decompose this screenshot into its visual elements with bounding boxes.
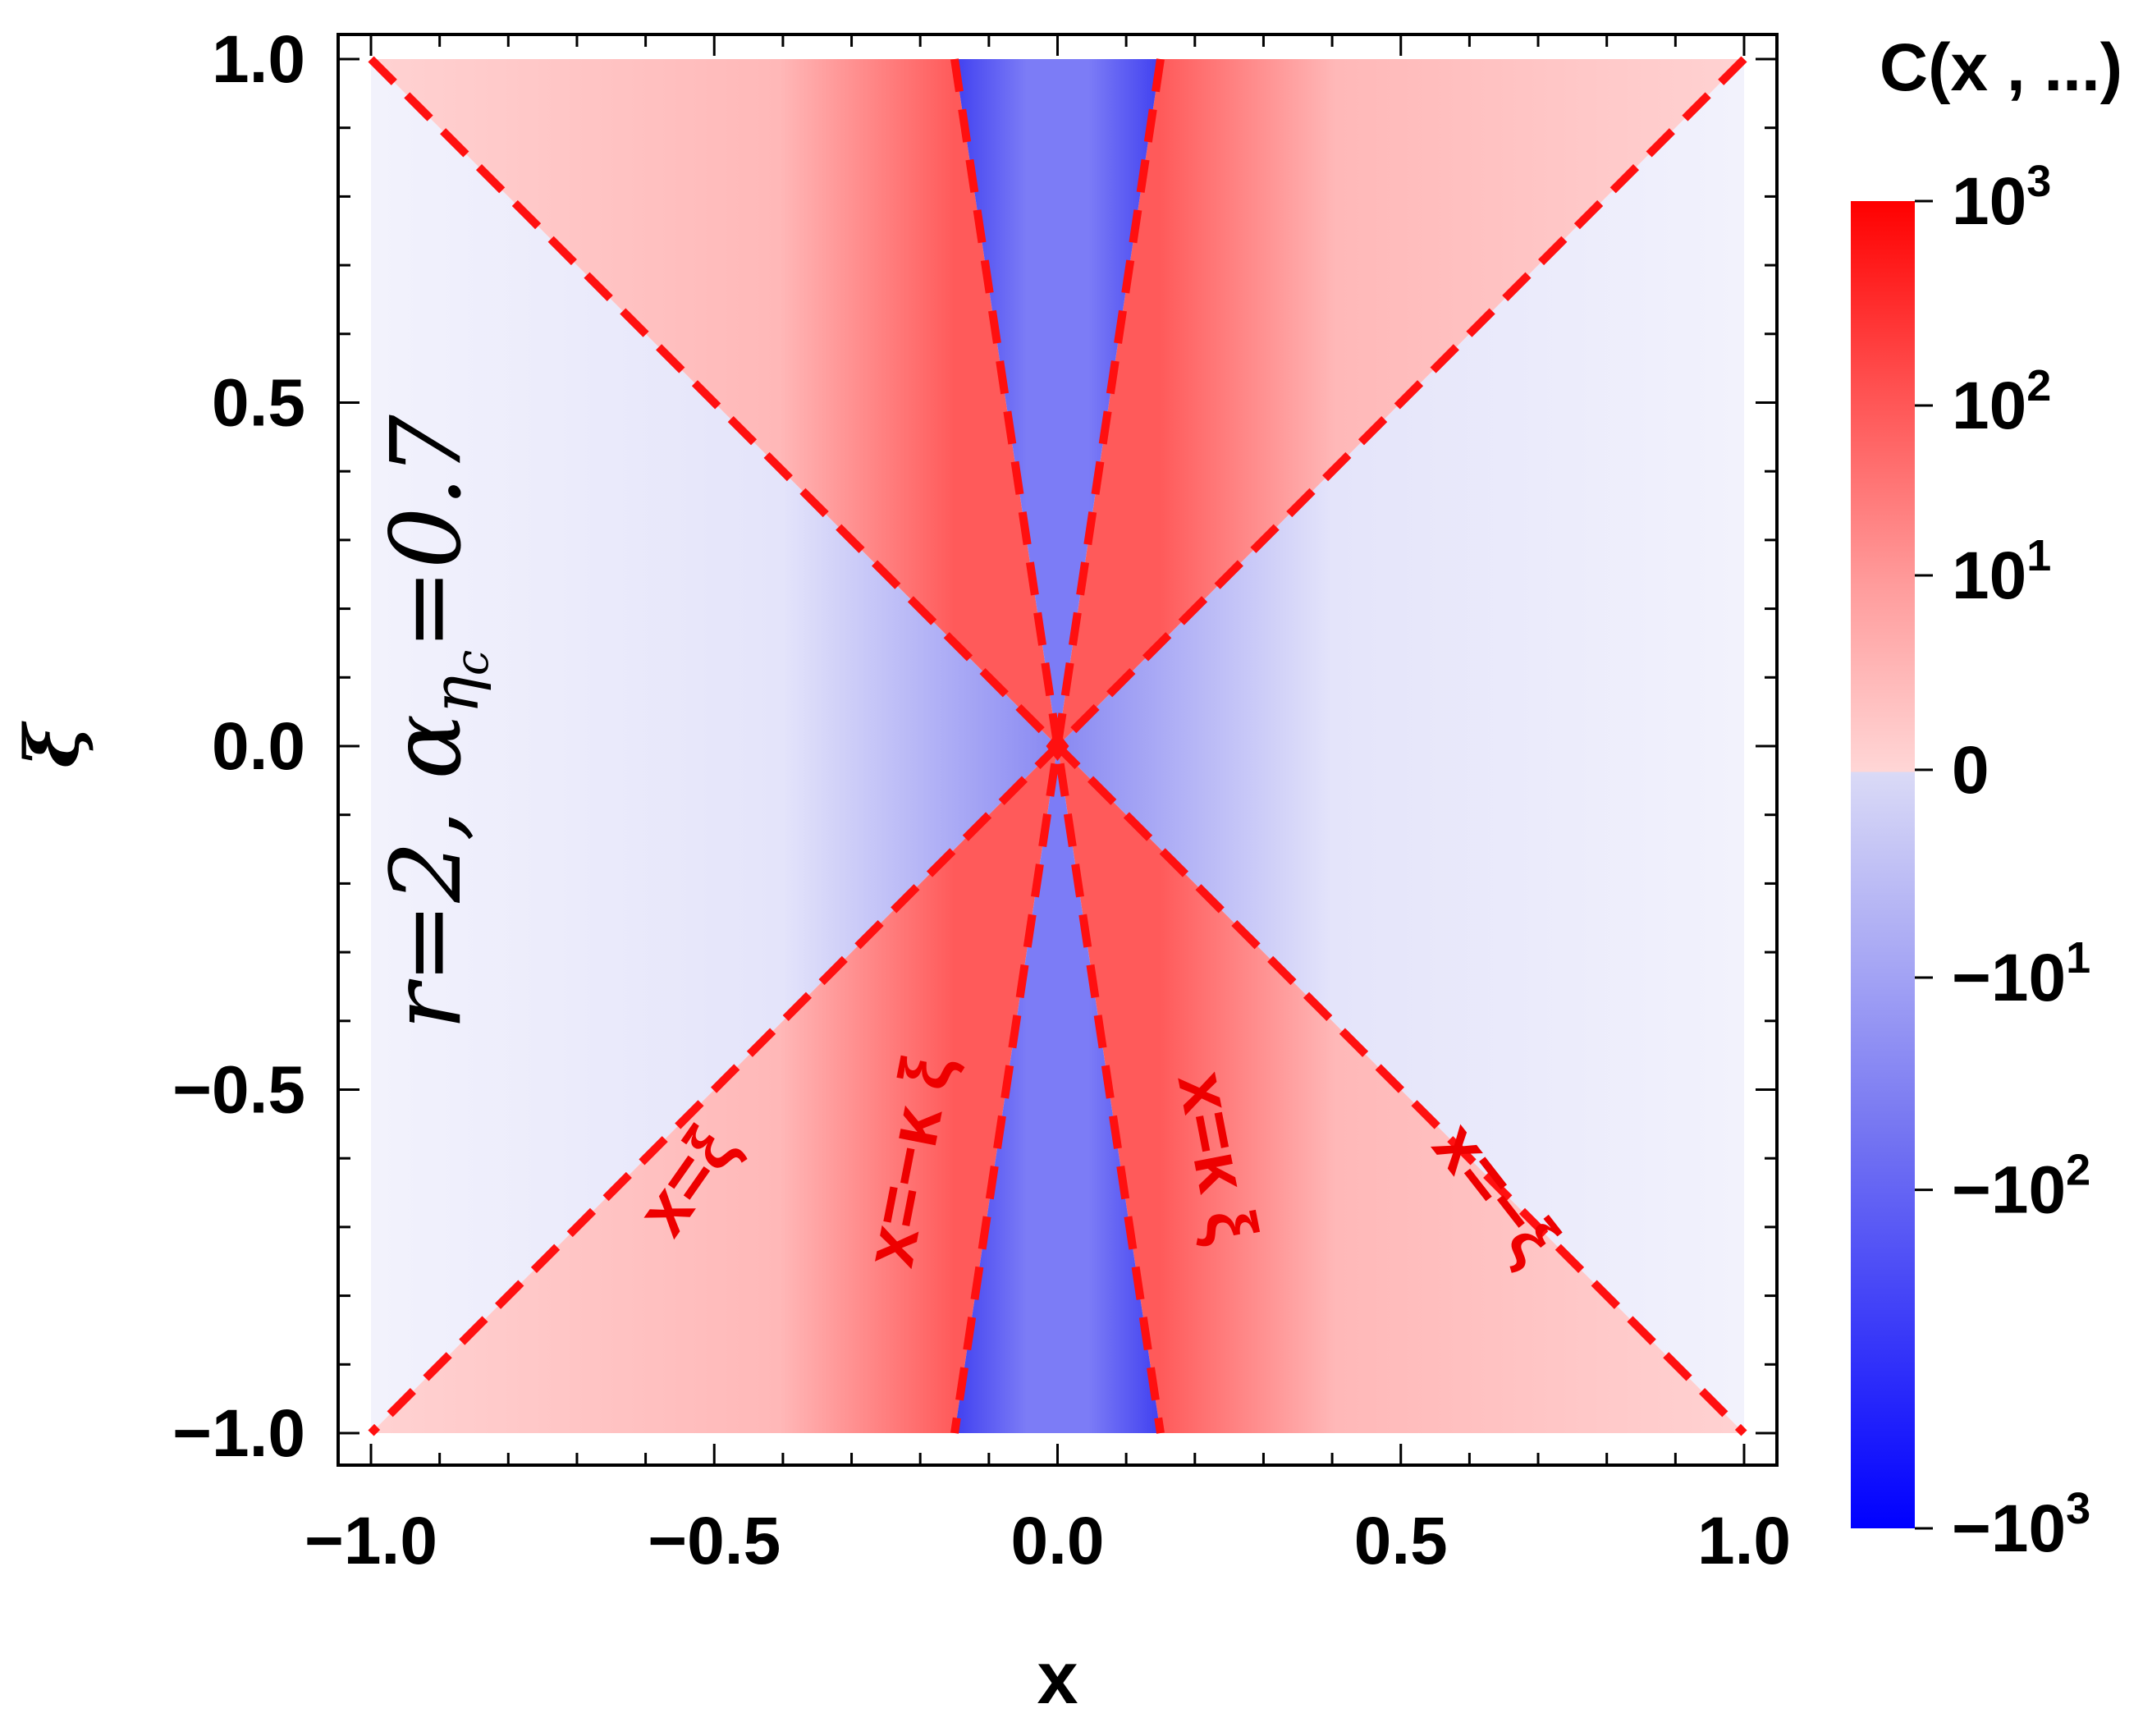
param-alpha: α [369,714,483,780]
x-axis-label: x [1037,1638,1078,1720]
x-tick-label: 0.0 [1011,1504,1105,1578]
colorbar-title: C(x , ...) [1880,30,2122,105]
colorbar-gradient [1851,201,1915,1528]
colorbar: 103 102 101 0 −101 −102 −103 C(x , ...) [1851,30,2122,1566]
colorbar-tick-label: 102 [1952,361,2051,443]
region-left-negative [371,59,1058,1433]
y-tick-label: 0.5 [212,366,305,441]
y-tick-label: 1.0 [212,22,305,97]
param-subscript-eta: η [419,676,493,714]
svg-text:r=2, αηc=0.7: r=2, αηc=0.7 [369,415,499,1030]
curve-intersection-marker [1046,731,1069,761]
curve-line-3 [950,58,1165,1434]
curve-line-2 [950,58,1165,1434]
colorbar-tick-label: 101 [1952,531,2051,613]
plot-curves [368,56,1747,1436]
y-tick-label: 0.0 [212,709,305,784]
x-tick-label: 1.0 [1697,1504,1791,1578]
param-value: =0.7 [369,415,483,650]
x-tick-label: 0.5 [1354,1504,1448,1578]
colorbar-tick-label: 103 [1952,157,2051,239]
x-tick-label: −0.5 [648,1504,781,1578]
colorbar-ticks: 103 102 101 0 −101 −102 −103 [1915,157,2090,1566]
y-axis-ticks: 1.0 0.5 0.0 −0.5 −1.0 [172,22,1777,1471]
region-top-center-negative [955,59,1161,746]
y-axis-label: ξ [9,721,96,768]
y-tick-label: −1.0 [172,1396,305,1471]
colorbar-tick-label: −101 [1952,933,2090,1015]
region-bottom-center-negative [955,746,1161,1433]
param-r: r=2, [369,779,483,1029]
region-right-negative [1057,59,1744,1433]
y-tick-label: −0.5 [172,1053,305,1128]
parameter-annotation: r=2, αηc=0.7 [369,415,499,1030]
x-axis-ticks: −1.0 −0.5 0.0 0.5 1.0 [304,34,1791,1578]
x-tick-label: −1.0 [304,1504,437,1578]
colorbar-tick-label: −102 [1952,1146,2090,1228]
colorbar-tick-label: 0 [1952,733,1989,808]
colorbar-tick-label: −103 [1952,1484,2090,1566]
param-subscript-c: c [446,650,499,676]
